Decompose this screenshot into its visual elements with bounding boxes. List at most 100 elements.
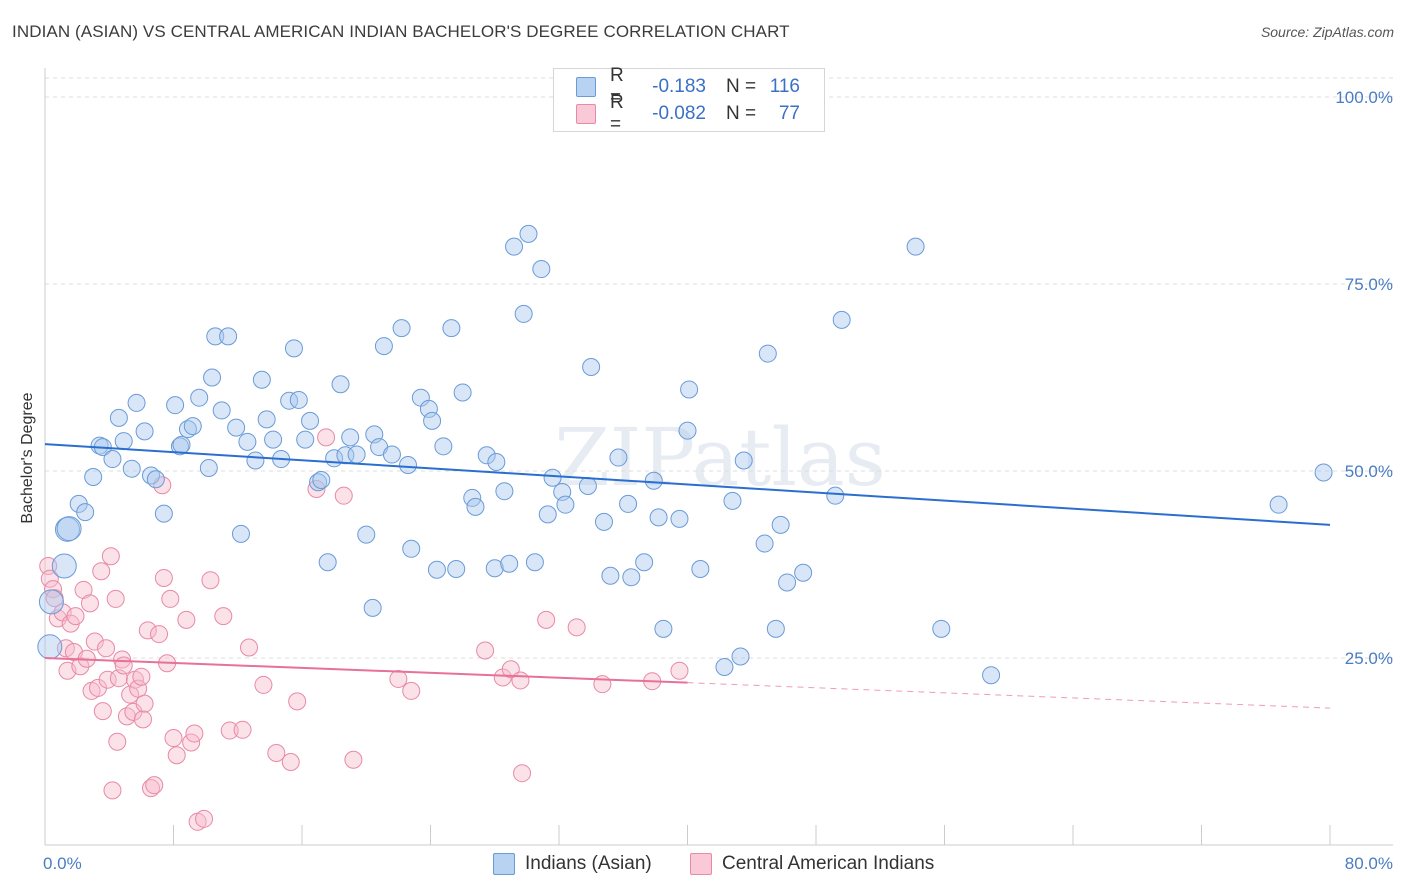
point-central-american [145, 776, 164, 795]
point-central-american [113, 650, 132, 669]
point-indians-asian [982, 666, 1001, 685]
legend-swatch-blue [576, 77, 596, 97]
x-tick-label: 0.0% [43, 854, 82, 873]
point-indians-asian [654, 619, 673, 638]
point-indians-asian [399, 456, 418, 475]
point-indians-asian [619, 494, 638, 513]
point-indians-asian [203, 368, 222, 387]
point-central-american [567, 618, 586, 637]
point-central-american [142, 779, 161, 798]
point-central-american [164, 729, 183, 748]
point-indians-asian [427, 560, 446, 579]
legend-swatch-blue [493, 853, 515, 875]
point-central-american [167, 746, 186, 765]
point-indians-asian [582, 358, 601, 377]
point-indians-asian [318, 553, 337, 572]
point-indians-asian [715, 657, 734, 676]
point-central-american [132, 667, 151, 686]
point-central-american [511, 671, 530, 690]
point-indians-asian [37, 634, 63, 660]
point-indians-asian [447, 559, 466, 578]
point-indians-asian [766, 619, 785, 638]
point-central-american [129, 679, 148, 698]
legend-r-value: -0.082 [652, 103, 706, 124]
point-indians-asian [103, 450, 122, 469]
point-indians-asian [758, 344, 777, 363]
point-indians-asian [84, 467, 103, 486]
point-central-american [476, 641, 495, 660]
point-central-american [317, 428, 336, 447]
point-indians-asian [543, 468, 562, 487]
point-central-american [670, 661, 689, 680]
point-indians-asian [246, 451, 265, 470]
point-indians-asian [635, 553, 654, 572]
point-indians-asian [644, 471, 663, 490]
point-indians-asian [525, 553, 544, 572]
point-indians-asian [212, 401, 231, 420]
point-indians-asian [341, 428, 360, 447]
point-central-american [177, 610, 196, 629]
point-indians-asian [309, 473, 328, 492]
point-indians-asian [434, 437, 453, 456]
point-central-american [233, 720, 252, 739]
legend-label-central-american: Central American Indians [722, 853, 935, 874]
trendline-central-american [44, 657, 688, 684]
point-indians-asian [135, 422, 154, 441]
point-central-american [97, 639, 116, 658]
point-central-american [103, 781, 122, 800]
point-central-american [201, 571, 220, 590]
point-central-american [150, 625, 169, 644]
point-central-american [288, 692, 307, 711]
point-central-american [40, 569, 59, 588]
point-indians-asian [932, 619, 951, 638]
point-indians-asian [219, 327, 238, 346]
legend-r-label: R = [610, 65, 624, 108]
point-central-american [154, 568, 173, 587]
point-indians-asian [505, 237, 524, 256]
point-central-american [92, 562, 111, 581]
point-indians-asian [206, 327, 225, 346]
point-indians-asian [477, 446, 496, 465]
point-central-american [344, 750, 363, 769]
point-indians-asian [190, 388, 209, 407]
point-indians-asian [1269, 495, 1288, 514]
point-indians-asian [601, 566, 620, 585]
point-indians-asian [38, 589, 64, 615]
point-central-american [80, 594, 99, 613]
point-indians-asian [402, 539, 421, 558]
point-central-american [402, 681, 421, 700]
point-central-american [44, 580, 63, 599]
point-indians-asian [109, 408, 128, 427]
point-indians-asian [734, 451, 753, 470]
point-indians-asian [231, 524, 250, 543]
point-central-american [93, 702, 112, 721]
legend-swatch-pink [576, 104, 596, 124]
point-central-american [220, 721, 239, 740]
trendline-central-american-extrapolated [687, 682, 1331, 709]
point-indians-asian [76, 503, 95, 522]
point-central-american [138, 621, 157, 640]
point-central-american [66, 607, 85, 626]
point-central-american [185, 724, 204, 743]
point-indians-asian [392, 319, 411, 338]
point-central-american [267, 743, 286, 762]
legend-item-indians-asian[interactable]: Indians (Asian) [493, 851, 652, 877]
point-central-american [133, 710, 152, 729]
legend-n-label: N = [726, 76, 757, 97]
point-indians-asian [419, 399, 438, 418]
point-central-american [334, 486, 353, 505]
legend-item-central-american[interactable]: Central American Indians [690, 851, 934, 877]
point-central-american [195, 809, 214, 828]
point-indians-asian [178, 420, 197, 439]
point-indians-asian [906, 237, 925, 256]
point-indians-asian [670, 509, 689, 528]
point-indians-asian [495, 482, 514, 501]
point-indians-asian [264, 430, 283, 449]
legend-label-indians-asian: Indians (Asian) [525, 853, 652, 874]
point-indians-asian [578, 476, 597, 495]
legend-n-value: 116 [769, 76, 800, 97]
point-indians-asian [166, 396, 185, 415]
point-indians-asian [56, 516, 82, 542]
point-central-american [513, 764, 532, 783]
